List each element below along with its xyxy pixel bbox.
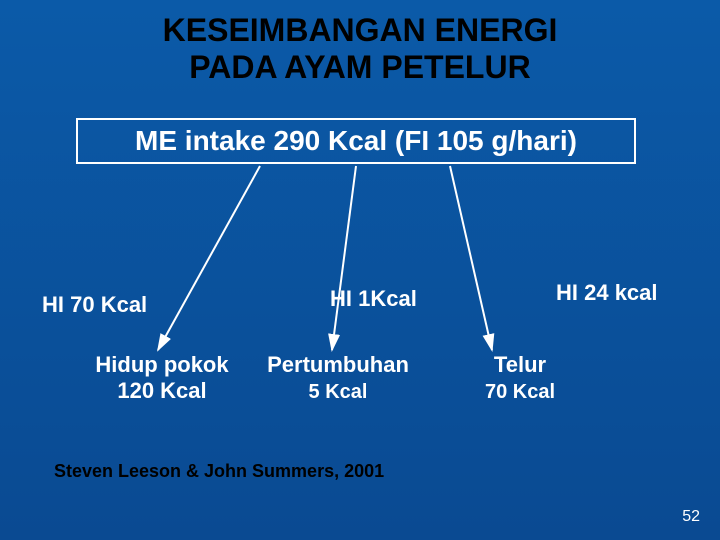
- telur-line2: 70 Kcal: [485, 381, 555, 403]
- hidup-pokok-line1: Hidup pokok: [95, 352, 228, 377]
- title-line2: PADA AYAM PETELUR: [189, 49, 530, 85]
- pertumbuhan-line1: Pertumbuhan: [267, 352, 409, 377]
- citation: Steven Leeson & John Summers, 2001: [54, 461, 384, 482]
- source-box-text: ME intake 290 Kcal (FI 105 g/hari): [135, 125, 577, 157]
- source-box: ME intake 290 Kcal (FI 105 g/hari): [76, 118, 636, 164]
- pertumbuhan-line2: 5 Kcal: [309, 381, 368, 403]
- hi-right: HI 24 kcal: [556, 280, 658, 306]
- slide-title: KESEIMBANGAN ENERGI PADA AYAM PETELUR: [0, 12, 720, 86]
- output-hidup-pokok: Hidup pokok 120 Kcal: [82, 352, 242, 404]
- title-line1: KESEIMBANGAN ENERGI: [163, 12, 558, 48]
- arrow: [332, 166, 356, 350]
- hi-left: HI 70 Kcal: [42, 292, 147, 318]
- page-number: 52: [682, 508, 700, 526]
- arrow: [450, 166, 492, 350]
- output-telur: Telur 70 Kcal: [460, 352, 580, 404]
- arrow: [158, 166, 260, 350]
- hidup-pokok-line2: 120 Kcal: [117, 378, 206, 403]
- hi-mid: HI 1Kcal: [330, 286, 417, 312]
- telur-line1: Telur: [494, 352, 546, 377]
- output-pertumbuhan: Pertumbuhan 5 Kcal: [258, 352, 418, 404]
